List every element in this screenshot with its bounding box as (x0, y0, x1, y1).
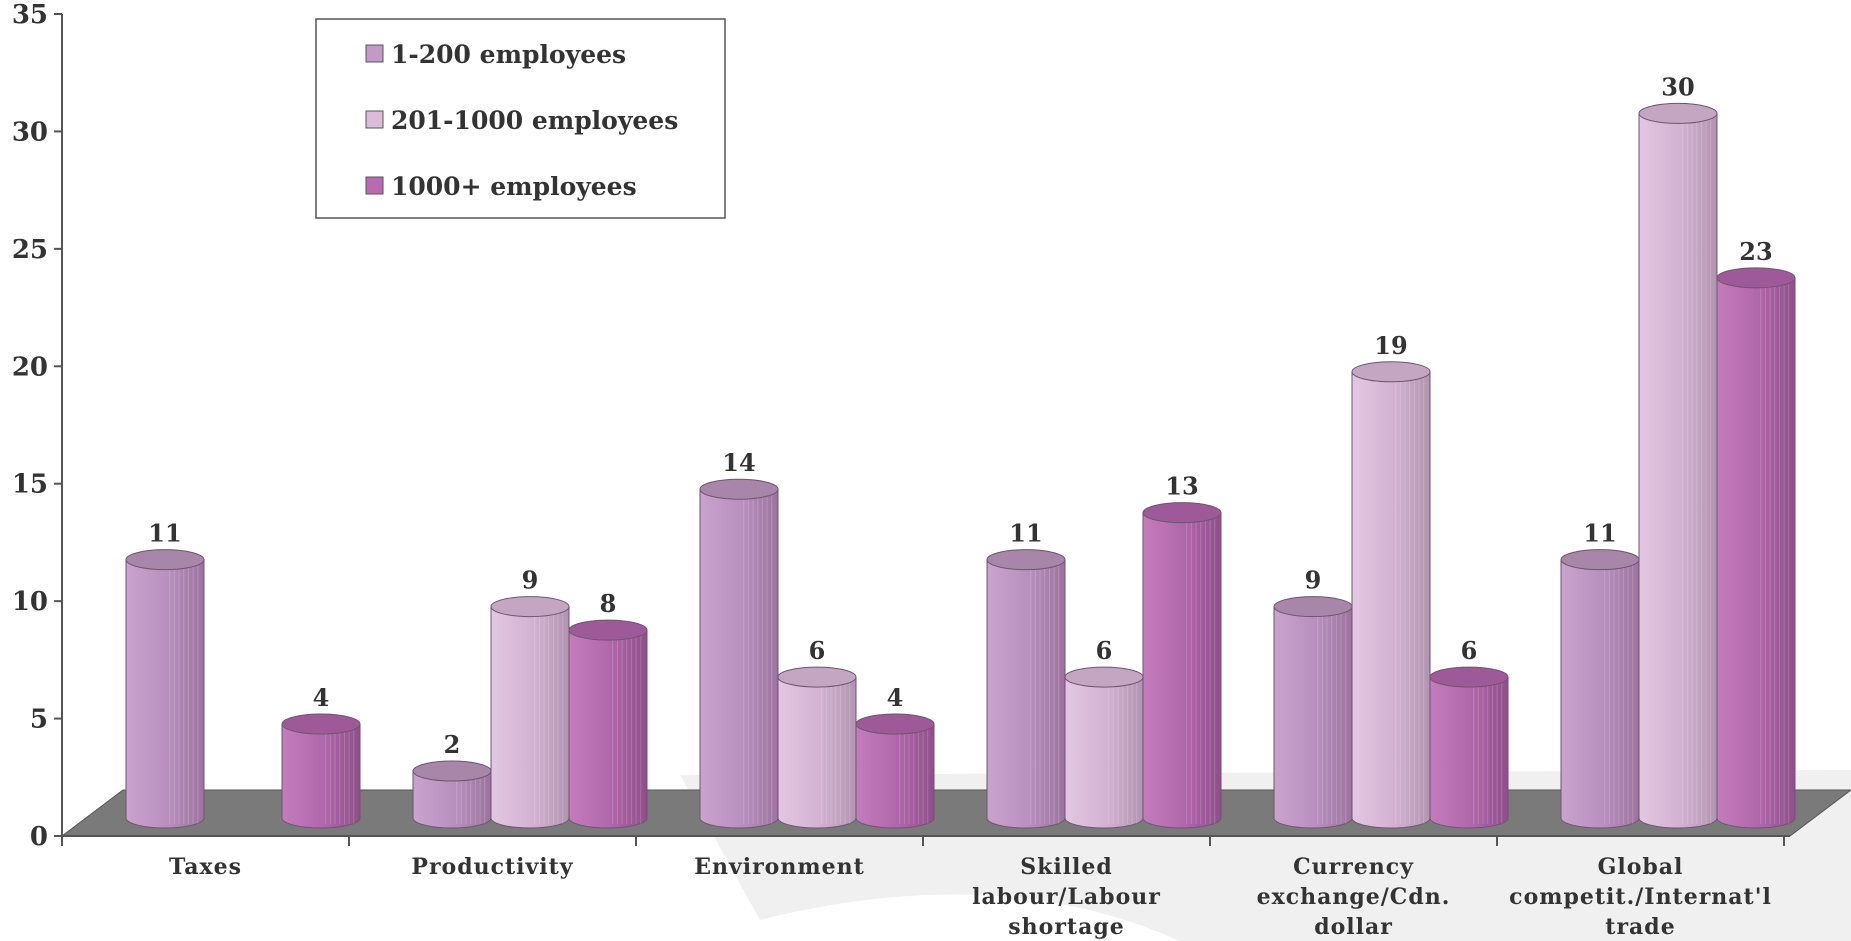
data-label: 9 (522, 566, 539, 595)
data-label: 11 (1009, 519, 1042, 548)
data-label: 30 (1661, 72, 1694, 101)
bar (490, 596, 570, 829)
data-labels-group: 11 4 2 9 8 14 6 4 11 6 13 9 19 6 11 30 23 (148, 72, 1772, 759)
y-tick-label: 20 (12, 352, 48, 382)
bar (1638, 102, 1718, 829)
bar (855, 713, 935, 829)
bar (777, 666, 857, 829)
legend-label-0: 1-200 employees (391, 40, 626, 69)
category-label: Skilled labour/Labour shortage (972, 854, 1161, 940)
bar (125, 549, 205, 829)
category-label: Productivity (411, 854, 573, 880)
y-tick-label: 15 (12, 470, 48, 500)
y-tick-label: 35 (12, 0, 48, 30)
bars-group (125, 102, 1796, 829)
category-label: Taxes (169, 854, 242, 880)
bar (1351, 361, 1431, 829)
data-label: 8 (600, 589, 617, 618)
data-label: 11 (1583, 519, 1616, 548)
data-label: 19 (1374, 331, 1407, 360)
legend-swatch-0 (365, 44, 384, 63)
bar (1142, 502, 1222, 829)
y-axis-ticks: 0 5 10 15 20 25 30 35 (12, 0, 62, 852)
bar (1560, 549, 1640, 829)
bar (1716, 267, 1796, 829)
y-tick-label: 0 (30, 822, 48, 852)
bar (568, 619, 648, 829)
data-label: 6 (1096, 636, 1113, 665)
bar (1429, 666, 1509, 829)
legend-label-2: 1000+ employees (391, 172, 637, 201)
category-labels-group: Taxes Productivity Environment Skilled labou… (169, 854, 1772, 940)
data-label: 11 (148, 519, 181, 548)
legend-swatch-2 (365, 176, 384, 195)
bar (986, 549, 1066, 829)
category-label: Global competit./Internat'l trade (1509, 854, 1772, 940)
data-label: 14 (722, 448, 755, 477)
category-label: Environment (694, 854, 865, 880)
data-label: 13 (1165, 472, 1198, 501)
y-tick-label: 25 (12, 235, 48, 265)
data-label: 4 (313, 683, 330, 712)
data-label: 9 (1305, 566, 1322, 595)
data-label: 2 (444, 730, 461, 759)
x-axis-ticks (61, 836, 1785, 846)
legend: 1-200 employees 201-1000 employees 1000+… (315, 18, 726, 219)
bar (699, 478, 779, 829)
data-label: 6 (809, 636, 826, 665)
legend-label-1: 201-1000 employees (391, 106, 678, 135)
category-label: Currency exchange/Cdn. dollar (1257, 854, 1451, 940)
bar (412, 760, 492, 829)
bar (1273, 596, 1353, 829)
data-label: 6 (1461, 636, 1478, 665)
data-label: 4 (887, 683, 904, 712)
y-tick-label: 10 (12, 587, 48, 617)
y-tick-label: 5 (30, 705, 48, 735)
bar (1064, 666, 1144, 829)
legend-swatch-1 (365, 110, 384, 129)
bar (281, 713, 361, 829)
y-tick-label: 30 (12, 117, 48, 147)
data-label: 23 (1739, 237, 1772, 266)
legend-box (315, 18, 726, 219)
